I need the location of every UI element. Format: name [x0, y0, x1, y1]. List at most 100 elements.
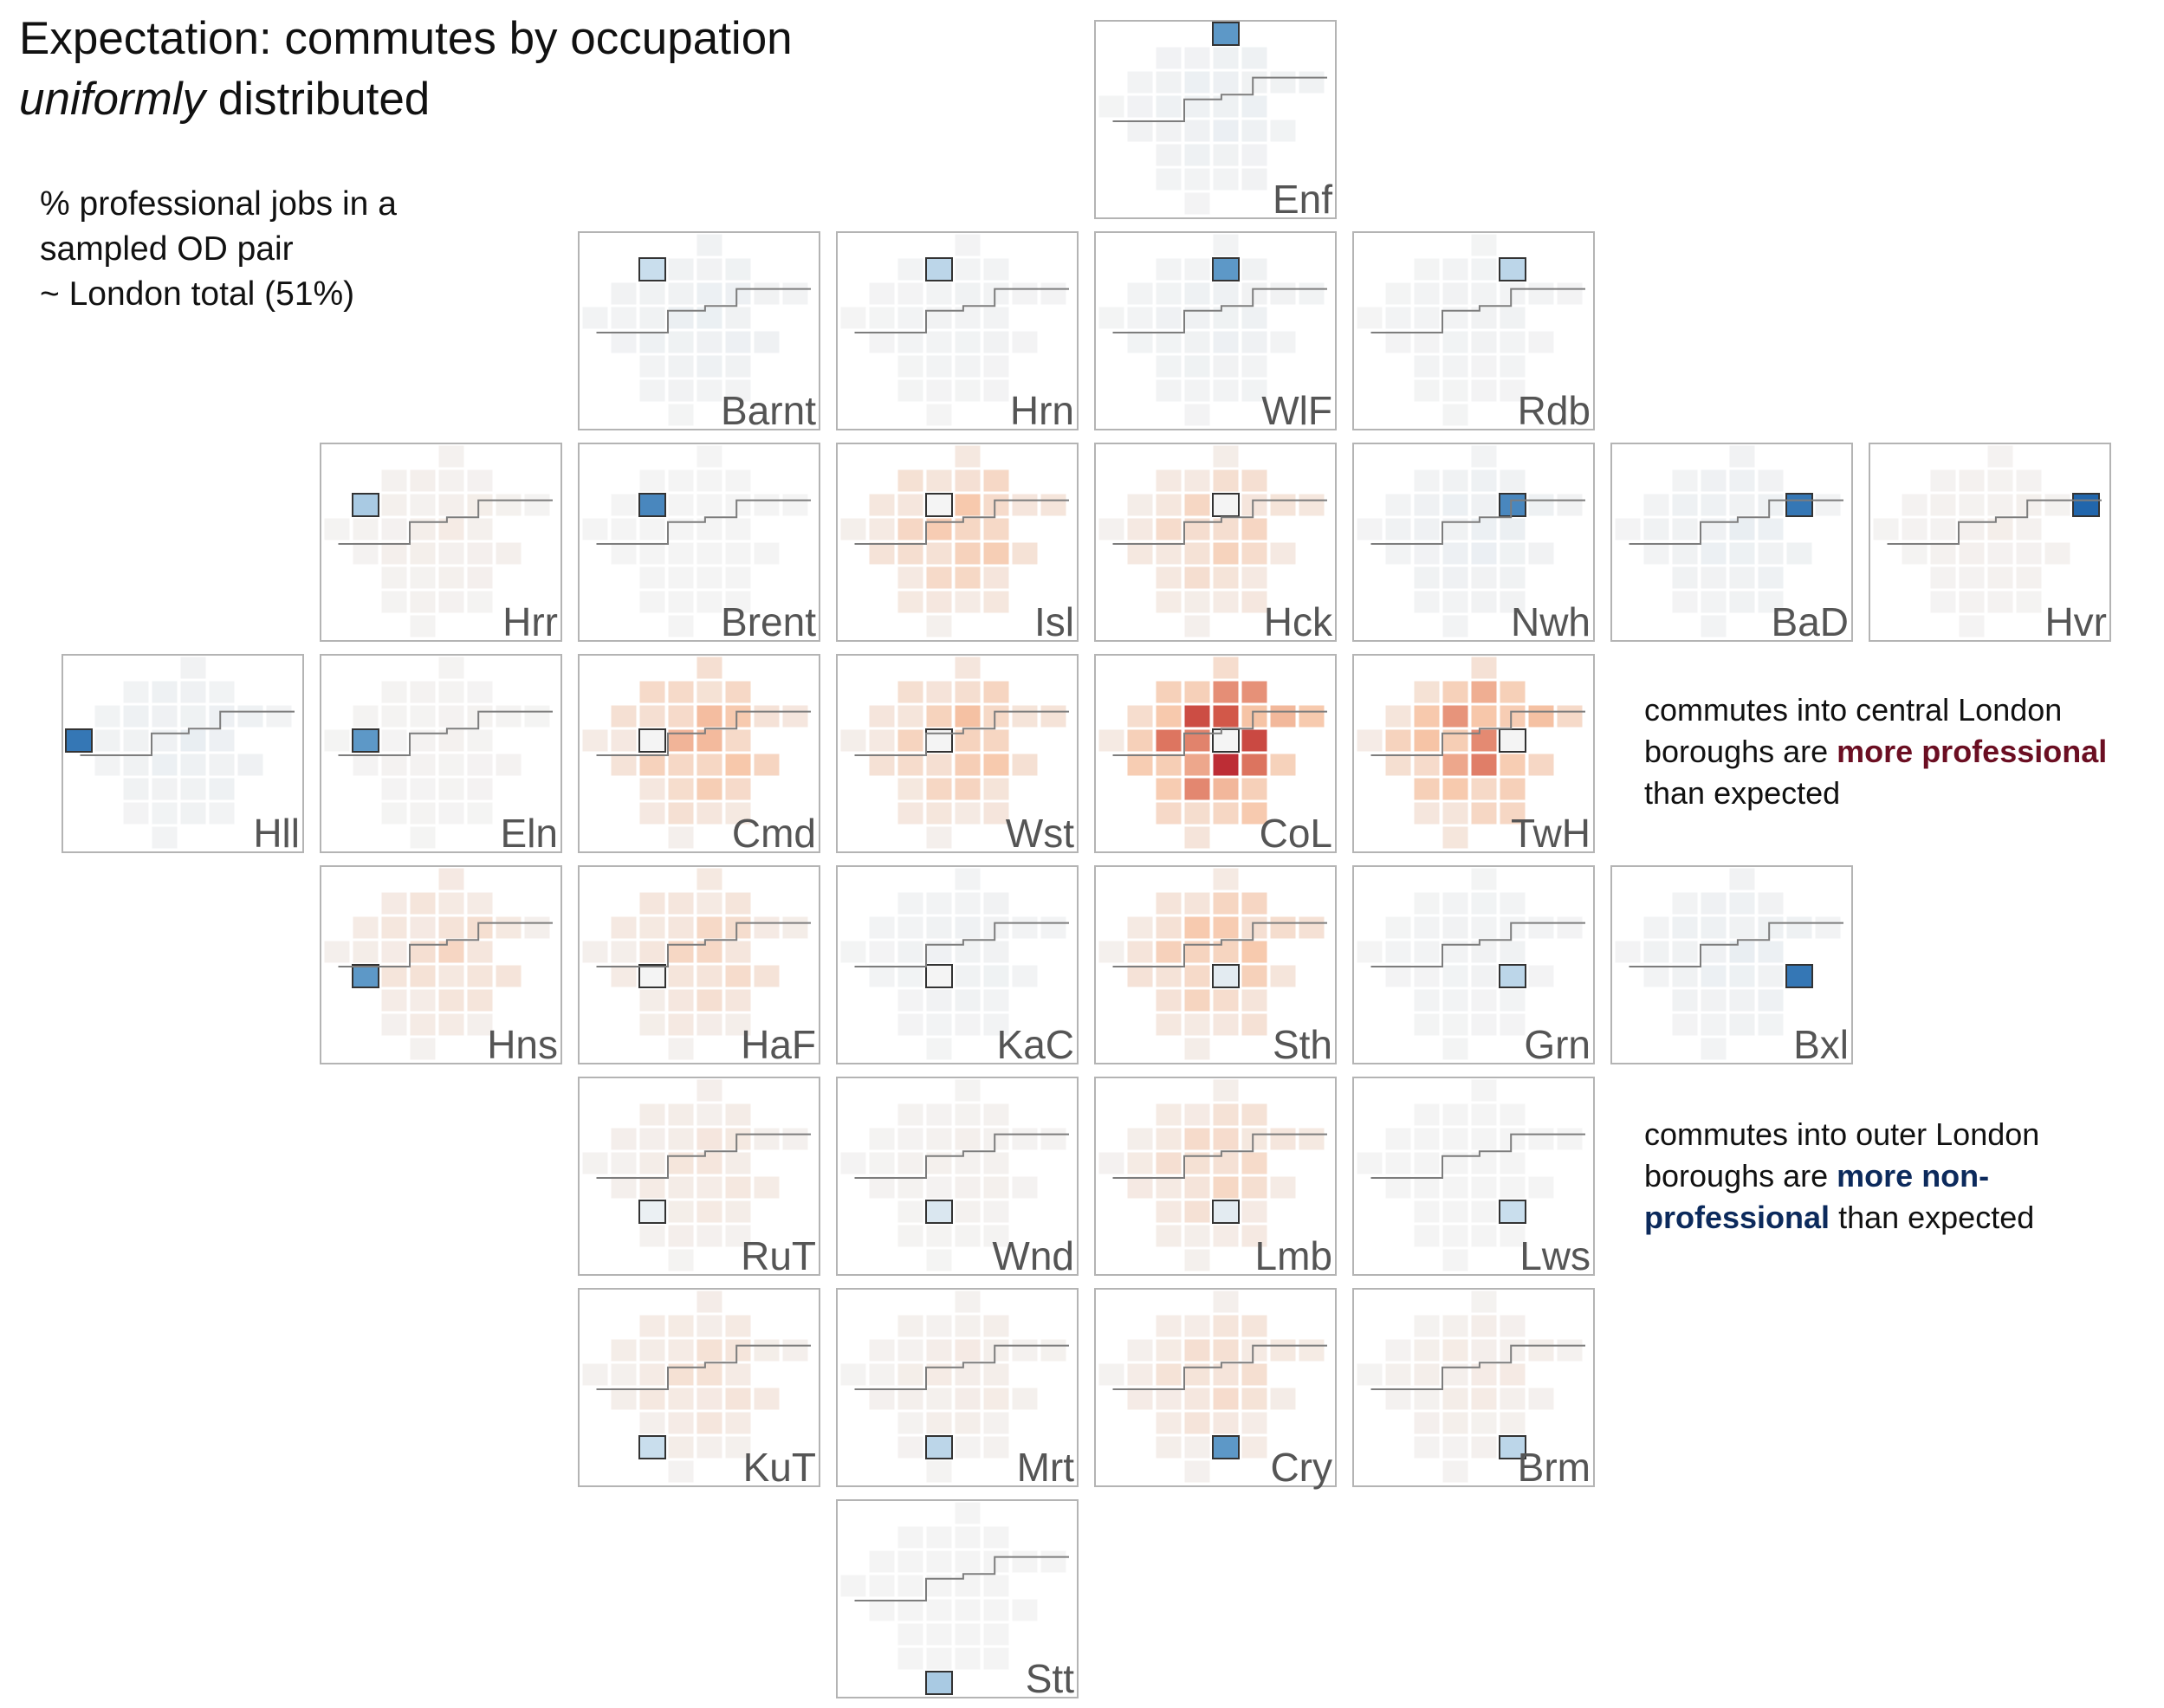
cell-rdb	[724, 1314, 752, 1338]
cell-cmd	[1413, 517, 1441, 541]
cell-kac	[1442, 330, 1469, 354]
cell-twh	[724, 306, 752, 330]
cell-nwh	[1241, 704, 1268, 728]
cell-kac	[1183, 541, 1211, 566]
cell-kut	[1413, 1013, 1441, 1037]
cell-wlf	[696, 1314, 723, 1338]
cell-barnt	[1413, 1314, 1441, 1338]
river-outline	[1112, 710, 1327, 756]
cell-hll	[1356, 517, 1383, 541]
cell-eln	[1384, 1362, 1412, 1387]
cell-hll	[1356, 940, 1383, 964]
cell-hrr	[1901, 493, 1928, 517]
cell-nwh	[724, 704, 752, 728]
cell-hns	[1126, 119, 1154, 143]
subtitle-line-2: sampled OD pair	[40, 230, 294, 268]
cell-eln	[610, 1362, 638, 1387]
cell-stt	[925, 825, 953, 850]
cell-cmd	[897, 517, 924, 541]
cell-grn	[982, 964, 1010, 988]
cell-hrr	[94, 704, 121, 728]
cell-hns	[1384, 330, 1412, 354]
cell-stt	[1442, 1037, 1469, 1061]
cell-grn	[1757, 964, 1785, 988]
cell-hvr	[265, 704, 293, 728]
cell-rdb	[1241, 1314, 1268, 1338]
cell-bxl	[753, 1387, 781, 1411]
cell-stt	[1183, 825, 1211, 850]
cell-bxl	[1011, 964, 1039, 988]
cell-haf	[1413, 964, 1441, 988]
river-outline	[1370, 288, 1585, 333]
river-outline	[596, 710, 811, 756]
panel-label-nwh: Nwh	[1511, 599, 1591, 644]
cell-barnt	[380, 469, 408, 493]
cell-sth	[1212, 119, 1240, 143]
cell-eln	[1126, 728, 1154, 753]
cell-cmd	[897, 1362, 924, 1387]
cell-haf	[897, 1598, 924, 1622]
cell-hns	[1126, 541, 1154, 566]
cell-hrn	[1183, 1314, 1211, 1338]
cell-kut	[897, 1224, 924, 1248]
cell-haf	[897, 1175, 924, 1200]
cell-sth	[1212, 1175, 1240, 1200]
cell-brm	[724, 1013, 752, 1037]
river-outline	[1112, 499, 1327, 545]
cell-bad	[1011, 1549, 1039, 1574]
annotation-outer-rest: than expected	[1830, 1200, 2035, 1235]
cell-mrt	[925, 1013, 953, 1037]
cell-enf	[954, 1078, 982, 1103]
cell-hns	[1126, 330, 1154, 354]
cell-kut	[1155, 378, 1182, 403]
cell-selected-bad	[1785, 493, 1813, 517]
cell-stt	[1442, 403, 1469, 427]
cell-grn	[1241, 541, 1268, 566]
cell-brm	[1241, 801, 1268, 825]
cell-wlf	[954, 257, 982, 281]
cell-barnt	[380, 680, 408, 704]
river-outline	[854, 710, 1069, 756]
cell-lmb	[1470, 1411, 1498, 1435]
cell-hns	[1642, 964, 1670, 988]
cell-selected-kut	[638, 1435, 666, 1459]
cell-wnd	[1442, 777, 1469, 801]
cell-haf	[1155, 753, 1182, 777]
cell-hns	[610, 1175, 638, 1200]
cell-cry	[954, 1435, 982, 1459]
panel-nwh: Nwh	[1352, 443, 1595, 644]
cell-wnd	[1442, 354, 1469, 378]
cell-grn	[1241, 964, 1268, 988]
cell-nwh	[1241, 1127, 1268, 1151]
cell-lmb	[1212, 1411, 1240, 1435]
cell-isl	[409, 493, 437, 517]
panel-label-kac: KaC	[997, 1022, 1074, 1067]
panel-brm: Brm	[1352, 1288, 1595, 1490]
cell-wlf	[954, 469, 982, 493]
river-outline	[1112, 1344, 1327, 1390]
cell-lws	[982, 1411, 1010, 1435]
cell-rdb	[2015, 469, 2043, 493]
cell-rut	[897, 1411, 924, 1435]
cell-stt	[1183, 403, 1211, 427]
cell-lmb	[696, 354, 723, 378]
cell-rdb	[724, 680, 752, 704]
cell-hvr	[1298, 281, 1325, 306]
cell-rdb	[1499, 680, 1526, 704]
cell-wlf	[1470, 257, 1498, 281]
cell-mrt	[1183, 1224, 1211, 1248]
cell-kut	[897, 590, 924, 614]
cell-selected-wlf	[1212, 257, 1240, 281]
cell-kac	[925, 330, 953, 354]
cell-haf	[380, 541, 408, 566]
cell-rdb	[1241, 469, 1268, 493]
cell-cry	[696, 1013, 723, 1037]
cell-kac	[1442, 964, 1469, 988]
cell-bxl	[1269, 330, 1297, 354]
cell-mrt	[1183, 1435, 1211, 1459]
panel-hns: Hns	[320, 865, 562, 1067]
cell-lws	[1241, 988, 1268, 1013]
cell-hrr	[868, 1127, 896, 1151]
cell-enf	[954, 1501, 982, 1525]
panel-label-col: CoL	[1260, 811, 1332, 856]
